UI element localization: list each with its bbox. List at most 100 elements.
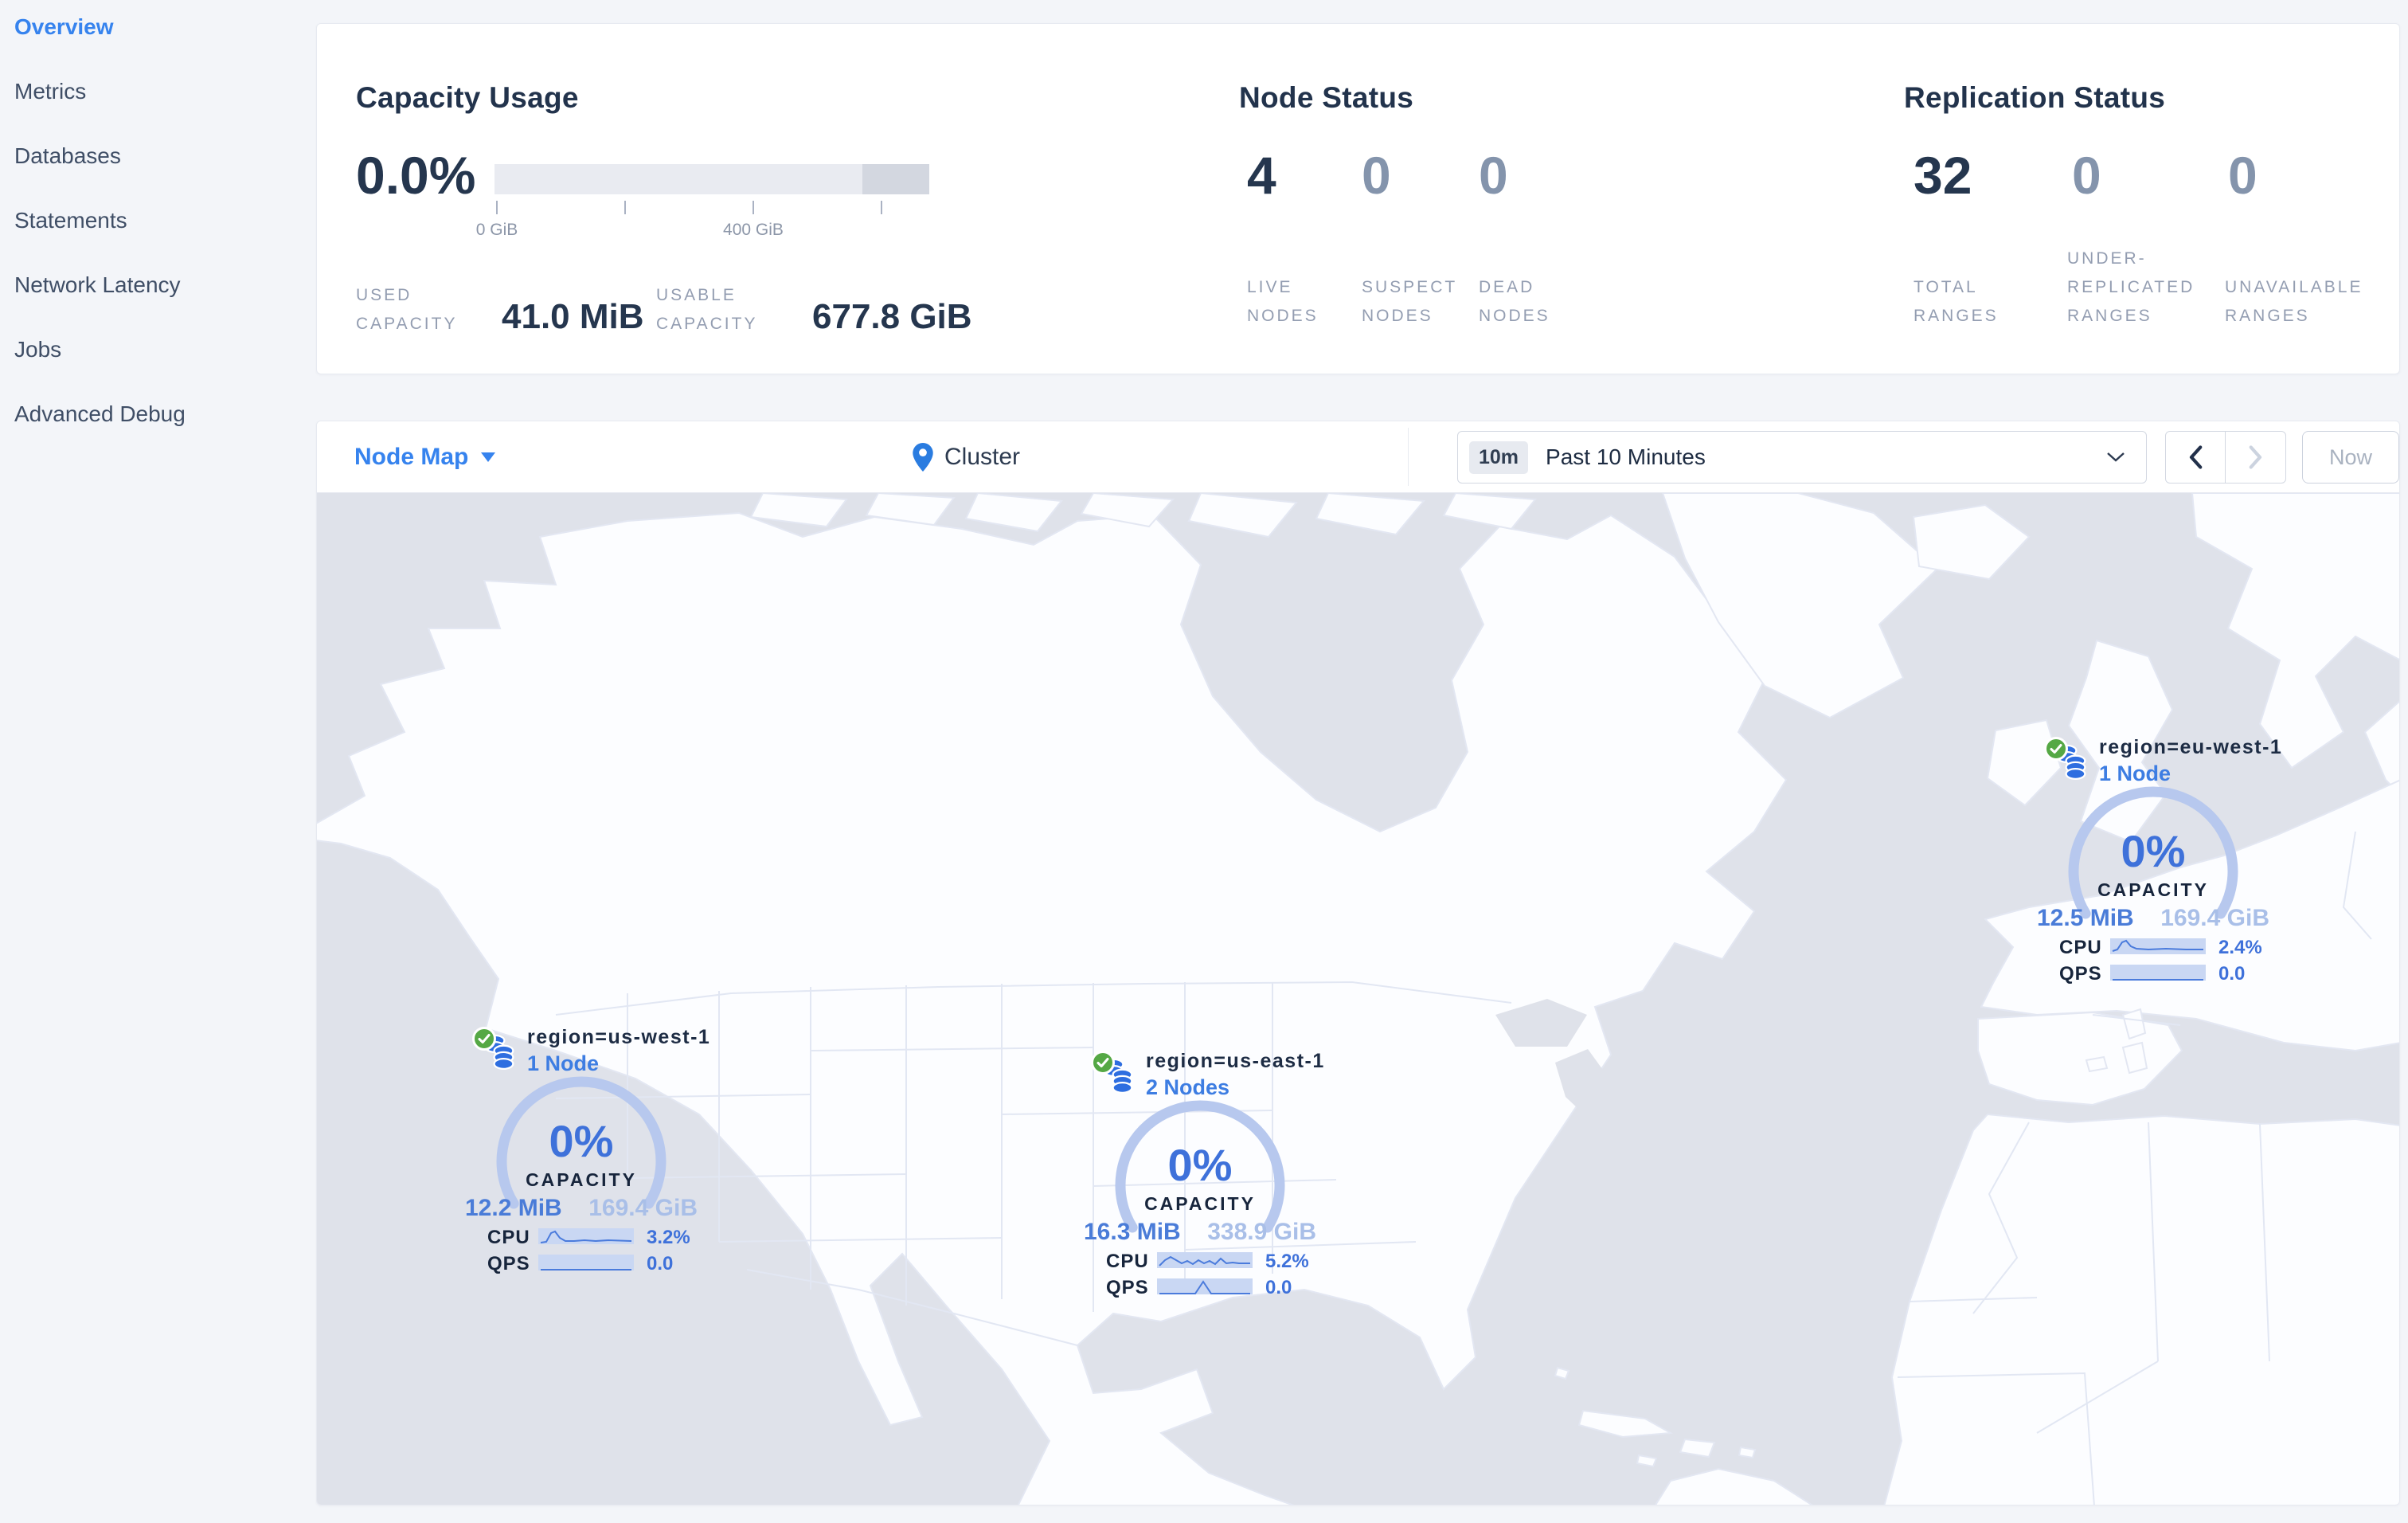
landmass-island bbox=[1738, 1446, 1757, 1459]
suspect-nodes-label: SUSPECT NODES bbox=[1362, 278, 1457, 325]
view-mode-dropdown[interactable]: Node Map bbox=[354, 421, 496, 493]
lake bbox=[1555, 1049, 1611, 1121]
capacity-percent: 0% bbox=[1167, 1140, 1233, 1190]
cpu-label: CPU bbox=[1106, 1251, 1149, 1272]
landmass-arctic-island bbox=[1080, 493, 1175, 528]
time-range-badge: 10m bbox=[1469, 440, 1529, 474]
time-pager bbox=[2165, 431, 2286, 484]
region-name[interactable]: region=us-east-1 bbox=[1146, 1050, 1325, 1072]
node-status-title: Node Status bbox=[1239, 81, 1414, 114]
capacity-gauge-arc bbox=[496, 1076, 666, 1209]
region-usable-capacity: 338.9 GiB bbox=[1207, 1219, 1316, 1245]
qps-value: 0.0 bbox=[647, 1253, 674, 1274]
sidebar-item-overview[interactable]: Overview bbox=[14, 14, 114, 39]
live-nodes-count: 4 bbox=[1247, 146, 1276, 205]
total-ranges-count: 32 bbox=[1914, 146, 1972, 205]
world-map-svg bbox=[317, 493, 2399, 1505]
capacity-tick bbox=[496, 201, 498, 214]
landmass-sardinia bbox=[2121, 1041, 2148, 1075]
sidebar-item-network-latency[interactable]: Network Latency bbox=[14, 272, 181, 297]
region-marker-eu-west-1: region=eu-west-1 1 Node 0% CAPACITY 12.5… bbox=[2010, 736, 2297, 1007]
healthy-check-icon bbox=[471, 1026, 497, 1055]
state-borders bbox=[555, 981, 1512, 1346]
landmass-arctic-island bbox=[964, 493, 1063, 533]
sidebar-item-jobs[interactable]: Jobs bbox=[14, 337, 62, 362]
cluster-summary-card: Capacity Usage 0.0% 0 GiB 400 GiB USED C… bbox=[316, 23, 2400, 374]
sidebar-item-databases[interactable]: Databases bbox=[14, 143, 121, 168]
capacity-label: CAPACITY bbox=[526, 1169, 637, 1190]
time-back-button[interactable] bbox=[2166, 432, 2226, 483]
qps-label: QPS bbox=[487, 1253, 530, 1274]
chevron-down-icon bbox=[2107, 452, 2125, 462]
cpu-label: CPU bbox=[487, 1227, 530, 1248]
landmass-africa bbox=[1883, 1113, 2399, 1505]
landmass-south-america-tip bbox=[1655, 1467, 1813, 1505]
sidebar-item-advanced-debug[interactable]: Advanced Debug bbox=[14, 401, 186, 426]
capacity-tick-label: 0 GiB bbox=[475, 221, 518, 239]
capacity-label: CAPACITY bbox=[1144, 1193, 1256, 1214]
chevron-left-icon bbox=[2189, 445, 2203, 469]
chevron-right-icon bbox=[2249, 445, 2261, 469]
usable-capacity-label: USABLE CAPACITY bbox=[656, 286, 758, 333]
under-replicated-ranges-label: UNDER-REPLICATED RANGES bbox=[2067, 249, 2195, 325]
now-button[interactable]: Now bbox=[2302, 431, 2399, 484]
dead-nodes-count: 0 bbox=[1479, 146, 1508, 205]
capacity-label: CAPACITY bbox=[2097, 879, 2209, 900]
region-name[interactable]: region=eu-west-1 bbox=[2099, 736, 2283, 758]
sidebar-item-statements[interactable]: Statements bbox=[14, 208, 127, 233]
under-replicated-ranges-count: 0 bbox=[2072, 146, 2101, 205]
time-forward-button[interactable] bbox=[2226, 432, 2285, 483]
qps-sparkline bbox=[538, 1255, 634, 1270]
landmass-island bbox=[1636, 1454, 1658, 1468]
region-used-capacity: 16.3 MiB bbox=[1084, 1219, 1181, 1245]
cpu-label: CPU bbox=[2059, 937, 2102, 958]
capacity-tick bbox=[752, 201, 754, 214]
world-map: region=us-west-1 1 Node 0% CAPACITY 12.2… bbox=[317, 493, 2399, 1505]
capacity-percent: 0% bbox=[2121, 826, 2186, 876]
qps-value: 0.0 bbox=[2218, 963, 2246, 985]
lake bbox=[1619, 1041, 1680, 1083]
used-capacity-label: USED CAPACITY bbox=[356, 286, 458, 333]
landmass-arctic-island bbox=[865, 493, 956, 527]
healthy-check-icon bbox=[1090, 1050, 1116, 1079]
region-marker-us-west-1: region=us-west-1 1 Node 0% CAPACITY 12.2… bbox=[438, 1026, 725, 1297]
view-mode-label: Node Map bbox=[354, 444, 469, 470]
region-used-capacity: 12.2 MiB bbox=[465, 1195, 562, 1221]
sidebar-nav: Overview Metrics Databases Statements Ne… bbox=[0, 0, 316, 1523]
capacity-percent: 0% bbox=[549, 1116, 614, 1166]
landmass-bahamas bbox=[1554, 1366, 1570, 1380]
sidebar-item-metrics[interactable]: Metrics bbox=[14, 79, 87, 104]
map-pin-icon bbox=[913, 443, 933, 472]
region-usable-capacity: 169.4 GiB bbox=[588, 1195, 698, 1221]
total-ranges-label: TOTAL RANGES bbox=[1914, 278, 1999, 325]
time-range-selector[interactable]: 10m Past 10 Minutes bbox=[1457, 431, 2147, 484]
landmass-denmark bbox=[2363, 700, 2399, 796]
time-range-value: Past 10 Minutes bbox=[1546, 444, 1706, 469]
landmass-iberia bbox=[1977, 1011, 2183, 1106]
landmass-arctic-island bbox=[1442, 493, 1537, 531]
unavailable-ranges-count: 0 bbox=[2228, 146, 2258, 205]
landmass-greenland bbox=[1661, 493, 1939, 719]
usable-capacity-value: 677.8 GiB bbox=[812, 297, 972, 336]
node-map-panel: Node Map Cluster 10m Past 10 Minutes bbox=[316, 421, 2400, 1505]
landmass-hispaniola bbox=[1679, 1438, 1716, 1458]
capacity-usage-title: Capacity Usage bbox=[356, 81, 579, 114]
landmass-cuba bbox=[1577, 1409, 1674, 1439]
map-toolbar: Node Map Cluster 10m Past 10 Minutes bbox=[317, 421, 2399, 493]
landmass-iceland bbox=[1912, 503, 2031, 581]
region-nodes-link[interactable]: 1 Node bbox=[2099, 762, 2172, 785]
landmass-scandinavia bbox=[2191, 493, 2399, 769]
region-nodes-link[interactable]: 2 Nodes bbox=[1146, 1075, 1230, 1099]
used-capacity-value: 41.0 MiB bbox=[502, 297, 644, 336]
region-nodes-link[interactable]: 1 Node bbox=[527, 1051, 600, 1075]
region-usable-capacity: 169.4 GiB bbox=[2160, 905, 2269, 931]
capacity-tick bbox=[624, 201, 626, 214]
live-nodes-label: LIVE NODES bbox=[1247, 278, 1319, 325]
breadcrumb[interactable]: Cluster bbox=[913, 421, 1020, 493]
cpu-value: 2.4% bbox=[2218, 937, 2262, 958]
replication-status-title: Replication Status bbox=[1904, 81, 2166, 114]
cpu-value: 3.2% bbox=[647, 1227, 690, 1248]
suspect-nodes-count: 0 bbox=[1362, 146, 1391, 205]
chevron-down-icon bbox=[481, 452, 496, 462]
region-name[interactable]: region=us-west-1 bbox=[527, 1026, 711, 1048]
